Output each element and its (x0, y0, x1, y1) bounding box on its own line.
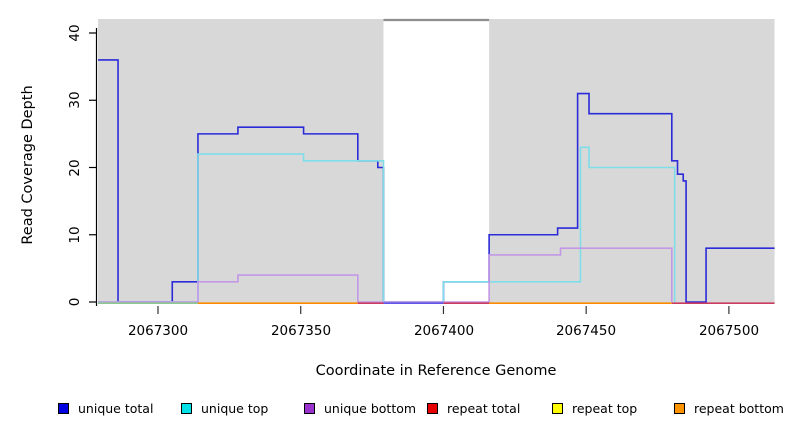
repeat-total-swatch-icon (427, 403, 438, 414)
x-tick-label: 2067350 (270, 323, 332, 339)
legend-item-unique-bottom: unique bottom (304, 401, 416, 416)
legend-label: unique total (78, 401, 154, 416)
legend-label: unique bottom (324, 401, 417, 416)
legend-label: repeat top (572, 401, 638, 416)
legend-item-repeat-bottom: repeat bottom (674, 401, 784, 416)
legend-label: repeat total (447, 401, 521, 416)
y-tick-label: 0 (67, 297, 83, 307)
legend-item-unique-top: unique top (181, 401, 268, 416)
legend-item-repeat-top: repeat top (552, 401, 637, 416)
y-tick-label: 30 (67, 91, 83, 109)
y-tick-label: 10 (67, 226, 83, 244)
repeat-top-swatch-icon (552, 403, 563, 414)
unique-bottom-swatch-icon (304, 403, 315, 414)
unique-total-swatch-icon (58, 403, 69, 414)
x-tick-label: 2067300 (127, 323, 189, 339)
x-tick-label: 2067500 (698, 323, 760, 339)
legend-label: unique top (201, 401, 269, 416)
x-tick-label: 2067400 (413, 323, 475, 339)
repeat-bottom-swatch-icon (674, 403, 685, 414)
unique-top-swatch-icon (181, 403, 192, 414)
y-tick-label: 20 (67, 159, 83, 177)
legend-item-repeat-total: repeat total (427, 401, 520, 416)
x-axis-title: Coordinate in Reference Genome (315, 363, 557, 379)
legend-label: repeat bottom (694, 401, 784, 416)
y-axis-title: Read Coverage Depth (20, 85, 36, 245)
legend-item-unique-total: unique total (58, 401, 153, 416)
y-tick-label: 40 (67, 24, 83, 42)
x-tick-label: 2067450 (555, 323, 617, 339)
